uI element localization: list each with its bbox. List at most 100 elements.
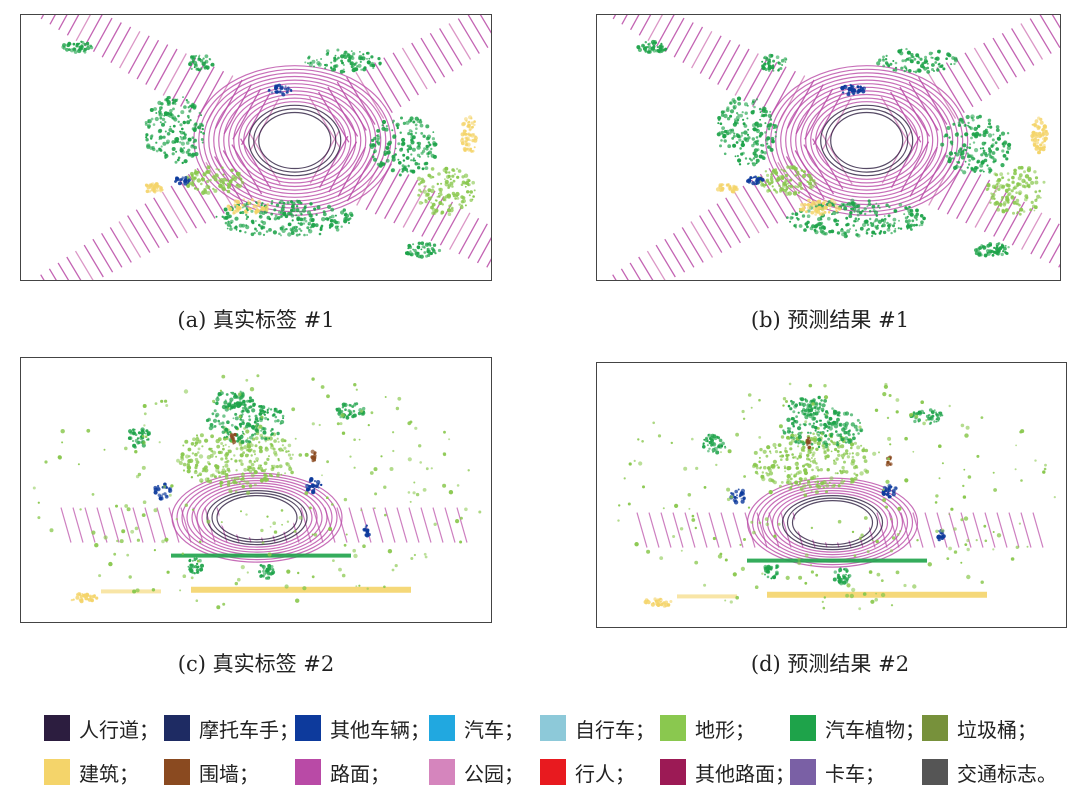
car-cluster	[362, 524, 371, 538]
trunk-cluster	[229, 432, 237, 445]
road-ring	[775, 72, 959, 209]
road-scanline	[672, 232, 695, 268]
road-scanline	[101, 22, 122, 58]
road-scanline	[145, 44, 169, 85]
road-scanline	[620, 268, 629, 280]
road-scanline	[638, 15, 652, 36]
road-scanline	[40, 274, 45, 280]
road-scanline	[467, 15, 489, 49]
road-scanline	[638, 256, 654, 280]
road-ring	[176, 475, 338, 561]
building-cluster	[1030, 116, 1049, 155]
legend-item-person: 行人；	[540, 757, 635, 787]
road-scanline	[420, 37, 446, 78]
legend-item-terrain: 地形；	[660, 713, 755, 743]
road-scanline	[648, 512, 660, 548]
legend-label: 路面；	[330, 761, 390, 786]
terrain-cluster	[417, 166, 476, 216]
road-scanline	[372, 507, 384, 543]
legend-item-other-vehicle: 其他车辆；	[295, 713, 430, 743]
legend-label: 自行车；	[575, 717, 655, 742]
road-scanline	[956, 174, 982, 220]
road-ring	[243, 101, 347, 180]
vegetation-cluster	[786, 198, 926, 239]
road-ring	[248, 104, 342, 177]
road-ring	[805, 93, 929, 188]
road-ring	[830, 111, 904, 170]
panel-b-prediction-1	[596, 14, 1061, 281]
legend-item-trash-can: 垃圾桶；	[922, 713, 1037, 743]
road-scanline	[241, 92, 271, 146]
car-cluster	[936, 529, 946, 542]
vegetation-cluster	[702, 433, 727, 455]
road-scanline	[924, 512, 936, 548]
road-scanline	[162, 53, 187, 96]
legend-label: 垃圾桶；	[957, 717, 1037, 742]
road-scanline	[900, 141, 930, 193]
road-ring	[203, 72, 387, 209]
legend-swatch	[44, 759, 70, 785]
road-scanline	[66, 15, 80, 36]
road-scanline	[346, 76, 376, 125]
road-scanline	[682, 26, 704, 64]
legend-item-building: 建筑；	[44, 757, 139, 787]
road-scanline	[118, 221, 142, 258]
road-scanline	[1011, 207, 1034, 246]
legend-item-fence: 围墙；	[164, 757, 259, 787]
road-scanline	[1021, 212, 1043, 250]
road-scanline	[820, 132, 853, 185]
road-scanline	[672, 512, 684, 548]
road-scanline	[1032, 512, 1044, 548]
road-ring	[233, 93, 357, 188]
road-scanline	[725, 197, 751, 239]
vegetation-cluster	[782, 407, 864, 449]
building-facade	[191, 586, 411, 593]
legend-label: 交通标志。	[957, 761, 1057, 786]
road-scanline	[974, 185, 999, 228]
road-ring	[191, 482, 323, 553]
road-scanline	[449, 212, 471, 250]
road-ring	[785, 79, 949, 202]
road-scanline	[725, 48, 750, 91]
road-scanline	[153, 197, 179, 239]
terrain-sparse	[617, 382, 1056, 611]
road-scanline	[430, 201, 454, 242]
road-scanline	[74, 250, 94, 280]
terrain-cluster	[756, 165, 817, 196]
legend-swatch	[164, 715, 190, 741]
road-ring	[795, 86, 939, 195]
road-scanline	[168, 507, 180, 543]
road-ring	[206, 490, 308, 546]
road-scanline	[973, 47, 1000, 90]
road-scanline	[393, 179, 419, 224]
car-cluster	[840, 83, 866, 97]
legend-swatch	[164, 759, 190, 785]
road-scanline	[214, 156, 244, 205]
road-scanline	[348, 507, 360, 543]
road-scanline	[759, 173, 788, 219]
road-scanline	[690, 221, 714, 258]
building-facade	[101, 589, 161, 594]
road-scanline	[373, 62, 402, 108]
building-cluster	[144, 182, 164, 194]
road-scanline	[630, 15, 640, 31]
road-scanline	[664, 17, 685, 53]
building-cluster	[70, 592, 99, 604]
road-ring	[196, 485, 318, 551]
vegetation-cluster	[187, 557, 204, 575]
road-scanline	[127, 215, 151, 253]
road-ring	[228, 90, 362, 191]
road-ring	[771, 490, 894, 556]
road-scanline	[58, 15, 68, 31]
road-scanline	[655, 244, 676, 278]
road-scanline	[457, 18, 480, 54]
road-scanline	[144, 203, 170, 244]
road-scanline	[92, 238, 114, 273]
road-scanline	[1048, 242, 1060, 264]
road-ring	[791, 500, 874, 546]
legend-label: 卡车；	[825, 761, 885, 786]
panel-d-prediction-2	[596, 362, 1067, 628]
legend-item-car: 汽车；	[429, 713, 524, 743]
vegetation-cluster	[369, 116, 438, 177]
road-scanline	[612, 274, 617, 280]
